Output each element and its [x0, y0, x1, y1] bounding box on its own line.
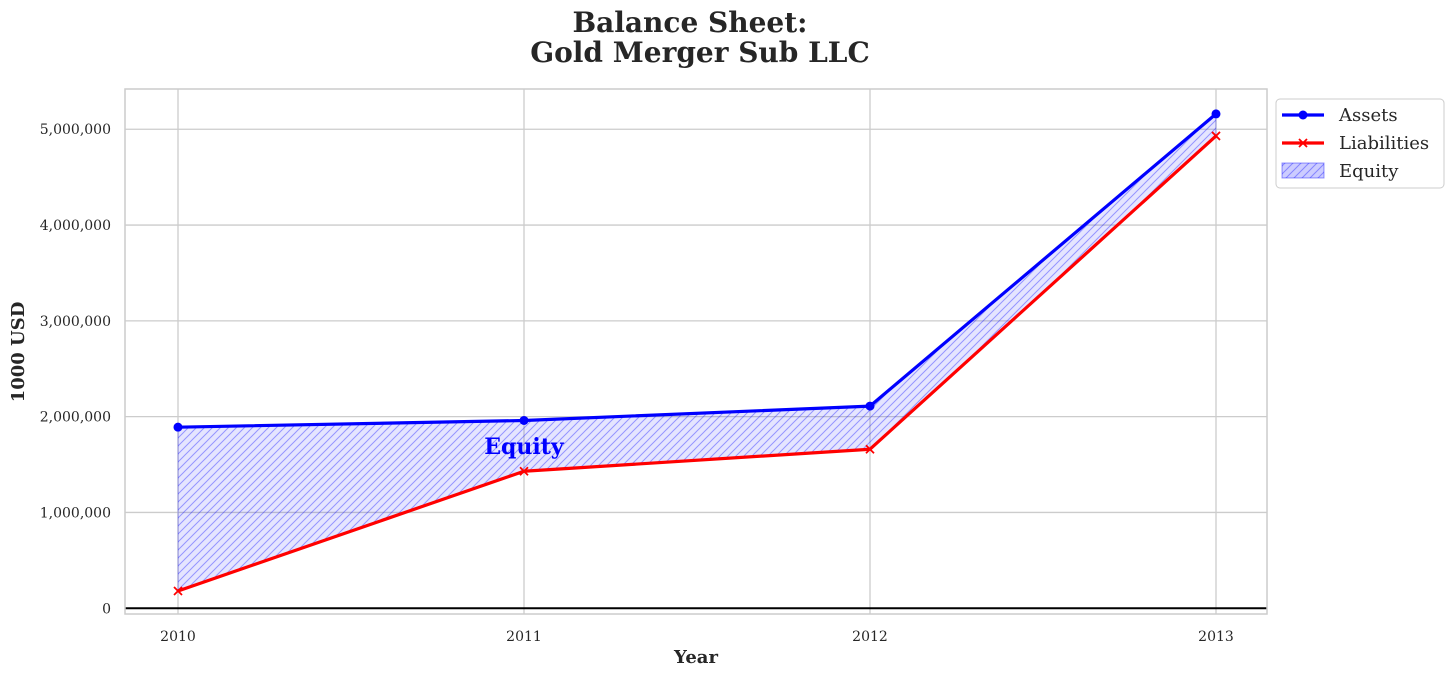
point-assets-2010 [173, 422, 183, 432]
legend-label-liabilities: Liabilities [1339, 133, 1429, 154]
x-tick-label-2013: 2013 [1198, 629, 1234, 645]
legend-marker-assets [1298, 110, 1308, 120]
legend-entry-equity: Equity [1281, 161, 1399, 182]
legend-entry-assets: Assets [1282, 105, 1398, 126]
chart-title-line-2: Gold Merger Sub LLC [530, 36, 870, 69]
point-assets-2012 [865, 401, 875, 411]
x-tick-label-2011: 2011 [506, 629, 542, 645]
point-liabilities-2011 [519, 466, 529, 476]
point-liabilities-2010 [173, 586, 183, 596]
point-liabilities-2012 [865, 444, 875, 454]
series-layer [173, 109, 1221, 596]
y-tick-label-2: 2,000,000 [40, 410, 111, 426]
series-line-assets [177, 112, 1218, 429]
x-tick-label-2012: 2012 [852, 629, 888, 645]
legend-label-assets: Assets [1338, 105, 1398, 126]
point-assets-2011 [519, 415, 529, 425]
y-tick-label-5: 5,000,000 [40, 122, 111, 138]
x-axis-label: Year [673, 647, 718, 668]
y-tick-label-3: 3,000,000 [40, 314, 111, 330]
x-tick-labels: 2010 2011 2012 2013 [160, 629, 1234, 645]
series-line-liabilities [177, 134, 1218, 593]
chart-title-line-1: Balance Sheet: [572, 6, 807, 39]
plot-frame [124, 88, 1268, 615]
legend-label-equity: Equity [1339, 161, 1399, 182]
equity-fill-hatch [178, 113, 1216, 592]
y-axis-label: 1000 USD [8, 302, 29, 403]
annotations: Equity [484, 434, 565, 460]
legend-entries: Assets Liabilities Equity [1281, 105, 1429, 182]
y-tick-label-0: 0 [102, 601, 111, 617]
point-liabilities-2013 [1211, 131, 1221, 141]
legend: Assets Liabilities Equity [1275, 98, 1445, 189]
y-tick-labels: 0 1,000,000 2,000,000 3,000,000 4,000,000 5,0… [40, 122, 111, 617]
annotation-equity: Equity [484, 434, 565, 460]
x-tick-label-2010: 2010 [160, 629, 196, 645]
legend-entry-liabilities: Liabilities [1282, 133, 1429, 154]
y-tick-label-4: 4,000,000 [40, 218, 111, 234]
y-tick-label-1: 1,000,000 [40, 505, 111, 521]
point-assets-2013 [1211, 109, 1221, 119]
